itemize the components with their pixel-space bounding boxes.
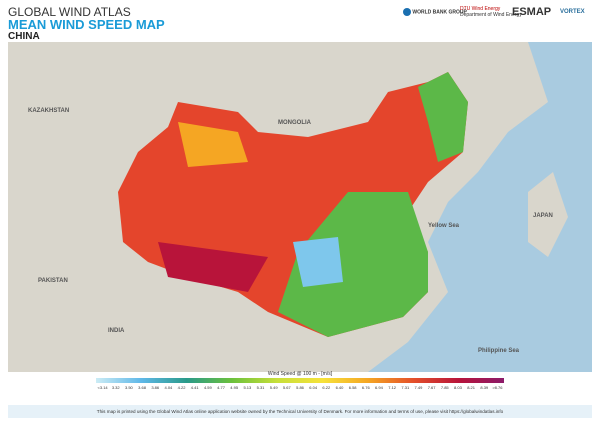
- xinjiang: [178, 122, 248, 167]
- legend-tick: 8.21: [467, 385, 475, 390]
- footer: This map is printed using the Global Win…: [8, 405, 592, 418]
- logo-text: WORLD BANK GROUP: [412, 9, 467, 16]
- legend-tick: 5.67: [282, 385, 291, 390]
- dtu-logo: DTU Wind Energy: [460, 6, 501, 12]
- map-label: Yellow Sea: [428, 223, 460, 229]
- legend-tick: 8.39: [480, 385, 489, 390]
- legend-tick: 5.86: [296, 385, 304, 390]
- legend-tick: <3.14: [97, 385, 108, 390]
- legend-tick: 4.22: [177, 385, 186, 390]
- legend-bar: [96, 378, 504, 383]
- legend-tick: 6.76: [361, 385, 370, 390]
- legend-tick: 3.50: [124, 385, 133, 390]
- dtu-sub: Department of Wind Energy: [460, 12, 522, 18]
- map: KAZAKHSTAN MONGOLIA PAKISTAN INDIA JAPAN Yell…: [8, 42, 592, 372]
- legend-tick: 7.31: [401, 385, 410, 390]
- world-bank-logo: WORLD BANK GROUP: [403, 8, 467, 16]
- legend-tick: 5.31: [256, 385, 265, 390]
- vortex-logo: VORTEX: [560, 9, 585, 15]
- legend-tick: 3.68: [138, 385, 146, 390]
- legend-tick: 6.58: [348, 385, 357, 390]
- legend-tick: 4.77: [217, 385, 225, 390]
- china-south: [278, 192, 428, 337]
- title: GLOBAL WIND ATLAS: [8, 5, 131, 19]
- legend-tick: 6.04: [309, 385, 318, 390]
- legend-ticks: <3.14 3.32 3.50 3.68 3.86 4.04 4.22 4.41 4.59 4.7…: [96, 385, 504, 391]
- legend-tick: >8.76: [492, 385, 503, 390]
- map-label: PAKISTAN: [38, 278, 68, 284]
- map-label: JAPAN: [533, 213, 553, 219]
- map-label: MONGOLIA: [278, 120, 312, 126]
- legend-tick: 4.95: [230, 385, 239, 390]
- map-label: KAZAKHSTAN: [28, 108, 69, 114]
- legend-tick: 4.41: [190, 385, 199, 390]
- map-label: INDIA: [108, 328, 125, 334]
- legend-tick: 4.04: [164, 385, 173, 390]
- legend-tick: 3.86: [151, 385, 160, 390]
- legend-tick: 8.03: [454, 385, 462, 390]
- legend-tick: 3.32: [111, 385, 120, 390]
- china-northeast: [418, 72, 468, 162]
- region: CHINA: [8, 31, 40, 42]
- legend-tick: 7.67: [427, 385, 436, 390]
- map-label: Philippine Sea: [478, 348, 520, 354]
- tibet: [158, 242, 268, 292]
- legend-tick: 6.94: [375, 385, 383, 390]
- legend-tick: 6.40: [335, 385, 344, 390]
- legend-tick: 7.49: [414, 385, 423, 390]
- legend-tick: 7.85: [440, 385, 449, 390]
- esmap-logo: ESMAP: [512, 6, 552, 18]
- japan: [528, 172, 568, 257]
- subtitle: MEAN WIND SPEED MAP: [8, 17, 165, 32]
- legend-tick: 4.59: [203, 385, 212, 390]
- sichuan: [293, 237, 343, 287]
- legend-tick: 6.22: [322, 385, 331, 390]
- legend-tick: 5.49: [269, 385, 278, 390]
- legend-tick: 7.12: [388, 385, 397, 390]
- legend-tick: 5.13: [243, 385, 252, 390]
- legend-title: Wind Speed @ 100 m - [m/s]: [267, 371, 333, 377]
